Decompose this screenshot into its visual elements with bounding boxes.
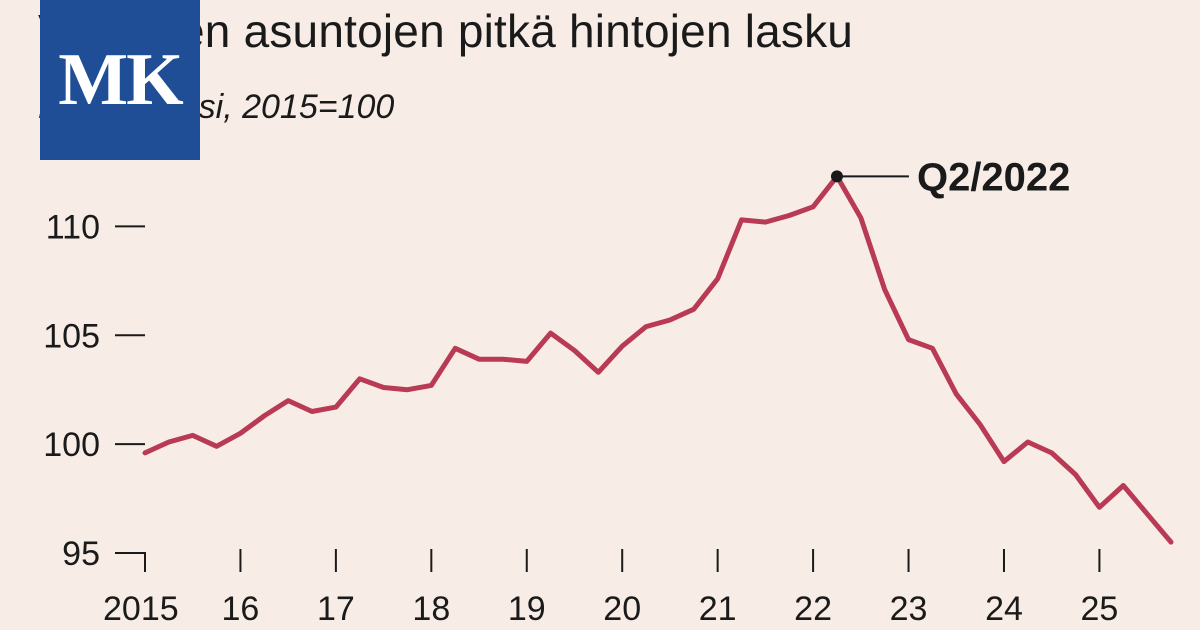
y-axis-tick	[115, 552, 146, 572]
x-axis-tick-label: 16	[222, 590, 260, 628]
x-axis-tick-label: 22	[794, 590, 832, 628]
x-axis: 2015 16 17 18 19 20 21 22 23 24 25	[103, 549, 1118, 628]
annotation-dot	[830, 170, 843, 183]
y-axis-tick-label: 105	[43, 317, 100, 355]
mk-logo: MK	[40, 0, 200, 160]
y-axis-tick-label: 100	[43, 426, 100, 464]
series-line	[142, 173, 1174, 545]
x-axis-tick-label: 21	[699, 590, 737, 628]
x-axis-tick-label: 19	[508, 590, 546, 628]
x-axis-tick-label: 20	[603, 590, 641, 628]
x-axis-tick-label: 18	[412, 590, 450, 628]
annotation-label: Q2/2022	[917, 155, 1070, 199]
series-group	[142, 173, 1174, 545]
x-axis-tick-label: 24	[985, 590, 1023, 628]
x-axis-tick-label: 25	[1081, 590, 1119, 628]
y-axis: 95 100 105 110	[43, 208, 146, 573]
x-axis-tick-label: 2015	[103, 590, 179, 628]
y-axis-tick-label: 95	[62, 535, 100, 573]
annotation-group: Q2/2022	[830, 155, 1070, 199]
y-axis-tick-label: 110	[46, 208, 100, 246]
x-axis-tick-label: 17	[317, 590, 355, 628]
x-axis-tick-label: 23	[890, 590, 928, 628]
